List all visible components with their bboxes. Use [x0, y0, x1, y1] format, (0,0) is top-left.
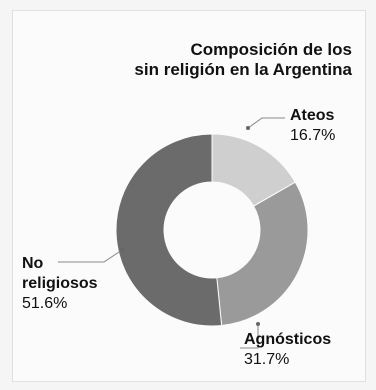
leader-agnosticos-dot	[256, 322, 260, 326]
slice-value-no-religiosos: 51.6%	[22, 295, 68, 312]
slice-no-religiosos	[115, 133, 223, 327]
slice-label-no-religiosos-line-2: religiosos	[22, 275, 98, 292]
label-agnosticos: Agnósticos 31.7%	[244, 330, 331, 370]
leader-ateos-dot	[246, 126, 250, 130]
slice-label-no-religiosos-line-1: No	[22, 255, 44, 272]
chart-title-line-1: Composición de los	[190, 40, 352, 59]
chart-title: Composición de los sin religión en la Ar…	[134, 40, 352, 80]
label-no-religiosos: No religiosos 51.6%	[22, 254, 98, 314]
slice-label-ateos: Ateos	[290, 107, 335, 124]
chart-title-line-2: sin religión en la Argentina	[134, 60, 352, 79]
slice-value-agnosticos: 31.7%	[244, 351, 290, 368]
slice-label-agnosticos: Agnósticos	[244, 331, 332, 348]
slice-agnosticos	[216, 181, 309, 327]
leader-ateos	[247, 117, 285, 129]
label-ateos: Ateos 16.7%	[290, 106, 335, 146]
slice-value-ateos: 16.7%	[290, 127, 336, 144]
leader-no-religiosos-dot	[120, 248, 124, 252]
leader-agnosticos	[240, 324, 259, 349]
leader-no-religiosos	[58, 249, 123, 263]
